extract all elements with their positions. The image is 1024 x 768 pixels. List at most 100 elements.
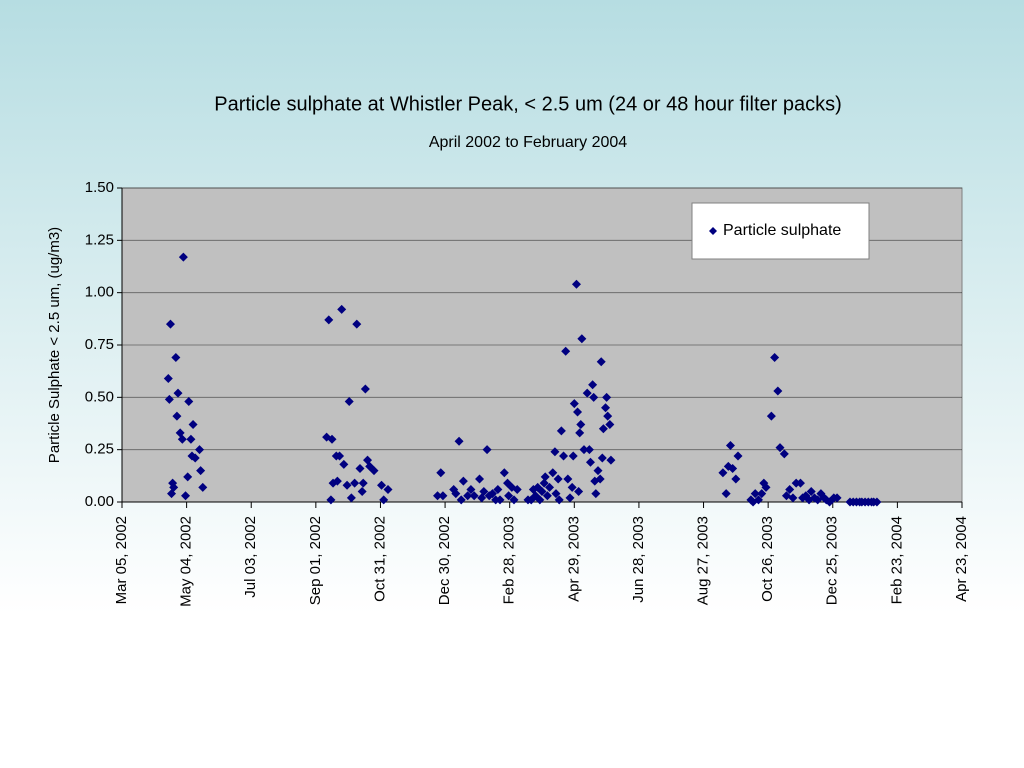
y-tick-label: 0.75: [85, 336, 114, 353]
data-point: [601, 403, 611, 413]
data-point: [577, 334, 587, 344]
x-tick-label: Dec 30, 2002: [436, 516, 453, 605]
x-tick-label: Oct 26, 2003: [759, 516, 776, 602]
data-point: [360, 384, 370, 394]
data-point: [184, 397, 194, 407]
x-tick-label: Feb 23, 2004: [888, 516, 905, 604]
chart-title: Particle sulphate at Whistler Peak, < 2.…: [214, 93, 842, 115]
data-point: [188, 420, 198, 430]
y-tick-label: 0.25: [85, 441, 114, 458]
data-point: [196, 466, 206, 476]
y-tick-label: 0.50: [85, 388, 114, 405]
data-point: [556, 426, 566, 436]
data-point: [539, 478, 549, 488]
data-point: [585, 457, 595, 467]
data-point: [718, 468, 728, 478]
data-point: [495, 495, 505, 505]
data-point: [567, 482, 577, 492]
data-point: [479, 487, 489, 497]
data-point: [487, 489, 497, 499]
data-point: [568, 451, 578, 461]
data-point: [773, 386, 783, 396]
data-point: [872, 497, 882, 507]
legend-box: [691, 202, 870, 260]
data-point: [565, 493, 575, 503]
data-point: [550, 447, 560, 457]
data-point: [785, 484, 795, 494]
data-point: [171, 353, 181, 363]
data-point: [172, 411, 182, 421]
data-point: [350, 478, 360, 488]
data-point: [165, 319, 175, 329]
data-point: [561, 346, 571, 356]
data-point: [606, 455, 616, 465]
data-point: [535, 495, 545, 505]
data-point: [512, 484, 522, 494]
x-tick-label: Apr 29, 2003: [565, 516, 582, 602]
data-point: [573, 407, 583, 417]
data-point: [379, 495, 389, 505]
data-point: [499, 468, 509, 478]
legend-label: Particle sulphate: [723, 222, 841, 239]
data-point: [342, 480, 352, 490]
y-tick-label: 1.00: [85, 284, 114, 301]
data-point: [598, 424, 608, 434]
data-point: [588, 380, 598, 390]
data-point: [178, 252, 188, 262]
x-tick-label: Apr 23, 2004: [953, 516, 970, 602]
data-point: [571, 279, 581, 289]
data-point: [728, 464, 738, 474]
data-point: [605, 420, 615, 430]
data-point: [383, 484, 393, 494]
data-point: [569, 399, 579, 409]
data-point: [731, 474, 741, 484]
data-point: [195, 445, 205, 455]
data-point: [596, 357, 606, 367]
legend-marker: [709, 227, 717, 235]
y-tick-label: 1.25: [85, 231, 114, 248]
data-point: [595, 474, 605, 484]
data-point: [766, 411, 776, 421]
data-point: [548, 468, 558, 478]
data-point: [832, 493, 842, 503]
data-point: [721, 489, 731, 499]
y-axis-label: Particle Sulphate < 2.5 um, (ug/m3): [46, 227, 63, 463]
x-tick-label: Jul 03, 2002: [242, 516, 259, 598]
data-point: [337, 304, 347, 314]
x-tick-label: Oct 31, 2002: [371, 516, 388, 602]
data-point: [775, 443, 785, 453]
data-point: [504, 491, 514, 501]
data-point: [589, 392, 599, 402]
data-point: [433, 491, 443, 501]
x-tick-label: Jun 28, 2003: [630, 516, 647, 603]
data-point: [757, 489, 767, 499]
data-point: [183, 472, 193, 482]
data-point: [542, 491, 552, 501]
data-point: [327, 434, 337, 444]
data-point: [198, 482, 208, 492]
data-point: [603, 411, 613, 421]
data-point: [597, 453, 607, 463]
x-tick-label: May 04, 2002: [178, 516, 195, 607]
data-point: [335, 451, 345, 461]
data-point: [438, 491, 448, 501]
data-point: [482, 445, 492, 455]
data-point: [355, 464, 365, 474]
data-point: [454, 436, 464, 446]
data-point: [458, 476, 468, 486]
data-point: [753, 495, 763, 505]
data-point: [551, 489, 561, 499]
data-point: [177, 434, 187, 444]
data-point: [190, 453, 200, 463]
data-point: [339, 459, 349, 469]
data-point: [540, 472, 550, 482]
data-point: [456, 495, 466, 505]
data-point: [357, 487, 367, 497]
data-point: [574, 487, 584, 497]
data-point: [537, 487, 547, 497]
data-point: [593, 466, 603, 476]
data-point: [579, 445, 589, 455]
data-point: [725, 440, 735, 450]
data-point: [332, 476, 342, 486]
